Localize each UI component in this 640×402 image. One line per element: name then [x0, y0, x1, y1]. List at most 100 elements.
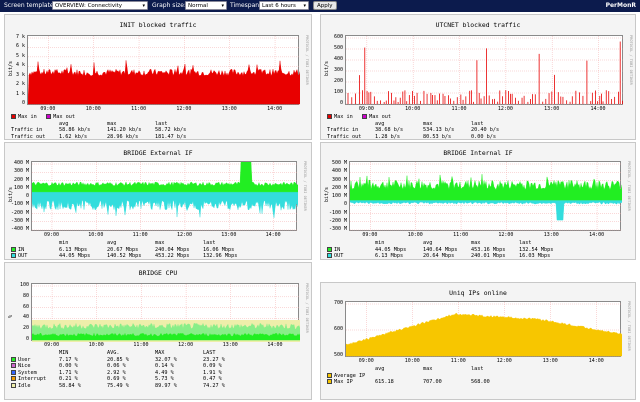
legend-value: 38.68 b/s — [375, 127, 404, 134]
legend: Max in Max out avg max last Traffic in 58.86… — [11, 114, 203, 140]
x-tick-label: 11:00 — [132, 232, 148, 238]
legend-column-header: avg — [375, 366, 385, 372]
timespan-select[interactable]: Last 6 hours ▾ — [259, 1, 309, 10]
legend-column-header: max — [471, 240, 481, 246]
legend-value: 58.84 % — [59, 382, 81, 389]
y-tick-label: 300 — [333, 67, 343, 73]
legend-key-label: Max out — [369, 114, 391, 120]
x-tick-label: 13:00 — [544, 106, 560, 112]
graph-watermark: PROTOCOL / TOBI OETIKER — [629, 35, 633, 85]
legend-row: OUT 6.13 Mbps 20.64 Mbps 240.01 Mbps 16.03 M… — [327, 253, 567, 260]
legend-row-name: Traffic out — [11, 133, 46, 140]
plot-area — [345, 301, 622, 358]
x-tick-label: 09:00 — [44, 342, 60, 348]
x-tick-label: 09:00 — [40, 106, 56, 112]
series-average-ip — [346, 312, 622, 357]
y-tick-label: 0 — [343, 201, 347, 208]
legend-value: 5.73 % — [155, 376, 174, 383]
legend-row: Traffic out 1.28 b/s 80.53 b/s 0.00 b/s — [327, 133, 519, 140]
legend-value: 1.91 % — [203, 369, 222, 376]
panel-bridge-external-if: BRIDGE External IF PROTOCOL / TOBI OETIKE… — [4, 142, 312, 260]
y-tick-label: 300 M — [13, 168, 29, 175]
legend-row-name: Traffic in — [11, 127, 43, 134]
legend-column-header: last — [471, 120, 484, 127]
legend-row-name: Interrupt — [18, 376, 47, 383]
legend-column-header: min — [375, 240, 385, 246]
legend-value: 58.72 kb/s — [155, 127, 187, 134]
x-tick-label: 09:00 — [43, 232, 59, 238]
legend-key-label: Max out — [53, 114, 75, 120]
graph-title: BRIDGE CPU — [138, 269, 178, 277]
y-tick-label: 200 M — [13, 176, 29, 183]
y-tick-label: 0 — [25, 336, 29, 342]
x-tick-label: 10:00 — [404, 358, 420, 364]
legend-row: User 7.17 % 20.85 % 32.07 % 23.27 % — [11, 356, 251, 364]
legend-value: 74.27 % — [203, 382, 225, 389]
legend: min avg max last IN 6.13 Mbps 20.67 Mbps 240.04… — [11, 240, 251, 260]
legend-row-name: System — [18, 369, 37, 376]
legend-column-header: avg — [423, 240, 433, 246]
legend-swatch — [11, 382, 16, 388]
legend-row-name: User — [18, 356, 31, 363]
y-tick-label: 200 — [333, 78, 343, 84]
legend-swatch — [327, 372, 332, 378]
x-tick-label: 14:00 — [588, 358, 604, 364]
legend-row: Traffic in 58.86 kb/s 141.20 kb/s 58.72 kb/… — [11, 127, 203, 134]
y-tick-label: 100 — [333, 89, 343, 95]
y-tick-label: 0 — [21, 100, 25, 106]
x-tick-label: 12:00 — [176, 106, 192, 112]
y-tick-label: 400 — [333, 56, 343, 62]
legend-column-header: max — [423, 366, 433, 372]
legend-value: 615.18 — [375, 379, 394, 386]
y-tick-label: 400 M — [13, 160, 29, 166]
legend-row-name: IN — [18, 246, 25, 253]
plot-area — [31, 283, 300, 342]
legend-swatch — [11, 369, 16, 375]
graph-canvas — [346, 36, 624, 106]
legend-value: 7.17 % — [59, 356, 78, 363]
graph-size-label: Graph size: — [152, 2, 186, 9]
x-tick-label: 12:00 — [178, 342, 194, 348]
apply-button[interactable]: Apply — [313, 1, 337, 10]
legend-value: 240.01 Mbps — [471, 253, 506, 260]
legend-value: 0.00 % — [59, 363, 78, 370]
legend-column-header: LAST — [203, 350, 216, 356]
legend-value: 1.71 % — [59, 369, 78, 376]
legend-row: OUT 44.05 Mbps 140.52 Mbps 453.22 Mbps 132.9… — [11, 253, 251, 260]
x-tick-label: 11:00 — [450, 358, 466, 364]
legend-row: System 1.71 % 2.92 % 4.49 % 1.91 % — [11, 369, 251, 377]
legend-value: 0.14 % — [155, 363, 174, 370]
y-tick-label: 20 — [22, 325, 29, 332]
legend-value: 16.03 Mbps — [519, 253, 551, 260]
legend-value: 132.54 Mbps — [519, 246, 554, 253]
x-tick-label: 10:00 — [88, 342, 104, 348]
legend-value: 1.62 kb/s — [59, 133, 88, 140]
legend-row-name: Traffic out — [327, 133, 362, 140]
graph-size-select[interactable]: Normal ▾ — [185, 1, 227, 10]
legend-value: 240.04 Mbps — [155, 246, 190, 253]
y-tick-label: -400 M — [10, 226, 29, 232]
legend-key-label: Max in — [334, 114, 353, 120]
graph-title: INIT blocked traffic — [119, 21, 197, 29]
template-select[interactable]: OVERVIEW: Connectivity ▾ — [52, 1, 148, 10]
graph-title: Uniq IPs online — [449, 289, 507, 297]
legend: Max in Max out avg max last Traffic in 38.68… — [327, 114, 519, 140]
graph-title: UTCNET blocked traffic — [435, 21, 521, 29]
graph-size-select-value: Normal — [188, 3, 208, 9]
plot-area — [345, 35, 624, 106]
series-in — [350, 174, 622, 201]
legend-value: 89.97 % — [155, 382, 177, 389]
legend-value: 6.13 Mbps — [375, 253, 404, 260]
y-tick-label: 60 — [22, 303, 29, 310]
legend-value: 20.67 Mbps — [107, 246, 139, 253]
series-out — [350, 199, 622, 221]
legend-value: 453.22 Mbps — [155, 253, 190, 260]
legend-keys: Max in Max out — [327, 114, 519, 121]
legend-column-header: AVG. — [107, 350, 120, 356]
y-tick-label: 4 k — [15, 62, 25, 69]
legend-swatch — [11, 356, 16, 362]
legend-swatch — [327, 379, 332, 385]
legend-swatch — [11, 253, 16, 259]
legend-swatch — [11, 114, 16, 119]
legend-value: 32.07 % — [155, 356, 177, 363]
